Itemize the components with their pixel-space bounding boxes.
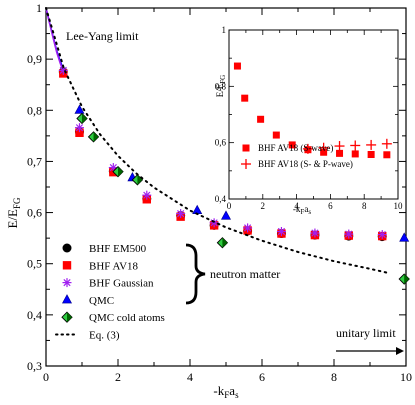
inset-series-bhf-av18-s-p-wave--point <box>350 140 361 151</box>
inset-series-bhf-av18-s-p-wave--point <box>366 139 377 150</box>
legend-label-bhf-gaussian: BHF Gaussian <box>89 278 154 290</box>
legend-label-bhf-em500: BHF EM500 <box>89 243 147 255</box>
series-qmc-point <box>220 210 232 220</box>
inset-series-bhf-av18-s-wave--point <box>288 141 296 149</box>
inset-series-bhf-av18-s-p-wave--point <box>318 142 329 153</box>
legend-symbol-qmc <box>61 294 73 304</box>
inset-y-tick-label: 0,8 <box>215 81 227 91</box>
inset-x-tick-label: 10 <box>394 201 404 211</box>
series-eq-3--line <box>45 7 389 274</box>
legend-symbol-qmc-cold-atoms <box>61 311 73 323</box>
series-bhf-gaussian-point <box>276 226 286 236</box>
lee-yang-limit-annotation: Lee-Yang limit <box>66 29 139 43</box>
y-tick-label: 0,3 <box>27 359 42 373</box>
inset-series-bhf-av18-s-p-wave--point <box>334 141 345 152</box>
y-tick-label: 0,4 <box>27 308 42 322</box>
inset-frame <box>228 29 399 200</box>
inset-legend-symbol-bhf-av18-s-wave- <box>242 144 250 152</box>
y-tick-label: 0,5 <box>27 257 42 271</box>
x-tick-label: 2 <box>115 370 121 384</box>
y-tick-label: 0,7 <box>27 154 42 168</box>
x-tick-label: 10 <box>400 370 412 384</box>
series-bhf-gaussian-point <box>310 228 320 238</box>
series-bhf-gaussian-point <box>243 223 253 233</box>
inset-series-bhf-av18-s-p-wave--point <box>381 138 392 149</box>
unitary-limit-arrow <box>336 347 404 355</box>
inset-series-bhf-av18-s-wave--point <box>367 150 375 158</box>
main-legend: BHF EM500 BHF AV18 BHF Gaussian QMC QMC cold… <box>55 243 165 342</box>
inset-series-bhf-av18-s-wave--point <box>351 150 359 158</box>
inset-series-bhf-av18-s-p-wave--point <box>302 143 313 154</box>
inset-x-tick-label: 0 <box>227 201 232 211</box>
inset-x-tick-label: 2 <box>261 201 266 211</box>
legend-label-qmc: QMC <box>89 295 114 307</box>
unitary-limit-annotation: unitary limit <box>336 326 396 340</box>
inset-series-bhf-av18-s-wave--point <box>336 149 344 157</box>
series-qmc-point <box>192 204 203 214</box>
neutron-matter-annotation: neutron matter <box>210 267 280 281</box>
series-bhf-gaussian-point <box>344 229 354 239</box>
series-qmc-cold-atoms-point <box>398 273 410 285</box>
series-qmc-point <box>399 232 410 242</box>
series-qmc-cold-atoms-point <box>112 165 124 178</box>
legend-label-eq-3-: Eq. (3) <box>89 330 120 342</box>
inset-x-tick-label: 8 <box>362 201 367 211</box>
neutron-matter-brace <box>185 243 206 305</box>
y-tick-label: 1 <box>36 1 42 15</box>
inset-legend-symbol-bhf-av18-s-p-wave- <box>241 159 251 169</box>
main-y-axis-title: E/EFG <box>5 197 22 229</box>
inset-legend-label-bhf-av18-s-wave-: BHF AV18 (S-wave) <box>258 143 333 153</box>
x-tick-label: 4 <box>187 370 193 384</box>
inset-legend-label-bhf-av18-s-p-wave-: BHF AV18 (S- & P-wave) <box>258 159 353 169</box>
series-bhf-gaussian-point <box>377 230 387 240</box>
series-qmc-cold-atoms-point <box>216 237 229 249</box>
legend-symbol-bhf-gaussian <box>62 278 72 288</box>
inset-y-tick-label: 0,6 <box>215 138 227 148</box>
series-qmc-point <box>74 104 85 114</box>
inset-series-bhf-av18-s-wave--point <box>241 94 249 102</box>
series-qmc-cold-atoms-point <box>76 112 88 125</box>
inset-y-tick-label: 0,4 <box>215 194 227 204</box>
y-tick-label: 0,8 <box>27 103 42 117</box>
series-bhf-gaussian-point <box>176 209 186 219</box>
series-bhf-gaussian-point <box>74 123 84 133</box>
inset-series-bhf-av18-s-wave--point <box>257 115 265 123</box>
series-bhf-av18-point <box>75 128 84 137</box>
series-bhf-gaussian-point <box>209 218 219 228</box>
inset-y-tick-label: 1 <box>222 25 227 35</box>
x-tick-label: 0 <box>43 370 49 384</box>
legend-label-bhf-av18: BHF AV18 <box>89 260 139 272</box>
main-tick-labels: 0 2 4 6 8 100,30,40,50,60,70,80,91 <box>27 1 412 384</box>
x-tick-label: 6 <box>259 370 265 384</box>
series-qmc-cold-atoms-point <box>87 131 100 143</box>
inset-series-bhf-av18-s-wave--point <box>383 151 391 159</box>
inset-plot: 0 2 4 6 8 10 0,4 0,6 0,8 1 BHF AV18 (S-wave) BHF AV… <box>215 25 403 211</box>
legend-label-qmc-cold-atoms: QMC cold atoms <box>89 312 165 324</box>
legend-symbol-bhf-em500 <box>62 243 72 253</box>
y-tick-label: 0,9 <box>27 52 42 66</box>
inset-series-bhf-av18-s-wave--point <box>233 62 241 70</box>
y-tick-label: 0,6 <box>27 206 42 220</box>
series-bhf-gaussian-point <box>142 190 152 200</box>
inset-y-axis-title: E/EFG <box>215 75 227 97</box>
main-x-axis-title: -kFas <box>213 383 239 400</box>
legend-symbol-bhf-av18 <box>62 261 72 270</box>
x-tick-label: 8 <box>331 370 337 384</box>
inset-x-tick-label: 6 <box>328 201 333 211</box>
inset-x-axis-title: -kFas <box>293 204 311 216</box>
main-plot <box>45 7 410 367</box>
inset-series-bhf-av18-s-wave--point <box>272 131 280 139</box>
inset-x-tick-label: 4 <box>294 201 299 211</box>
